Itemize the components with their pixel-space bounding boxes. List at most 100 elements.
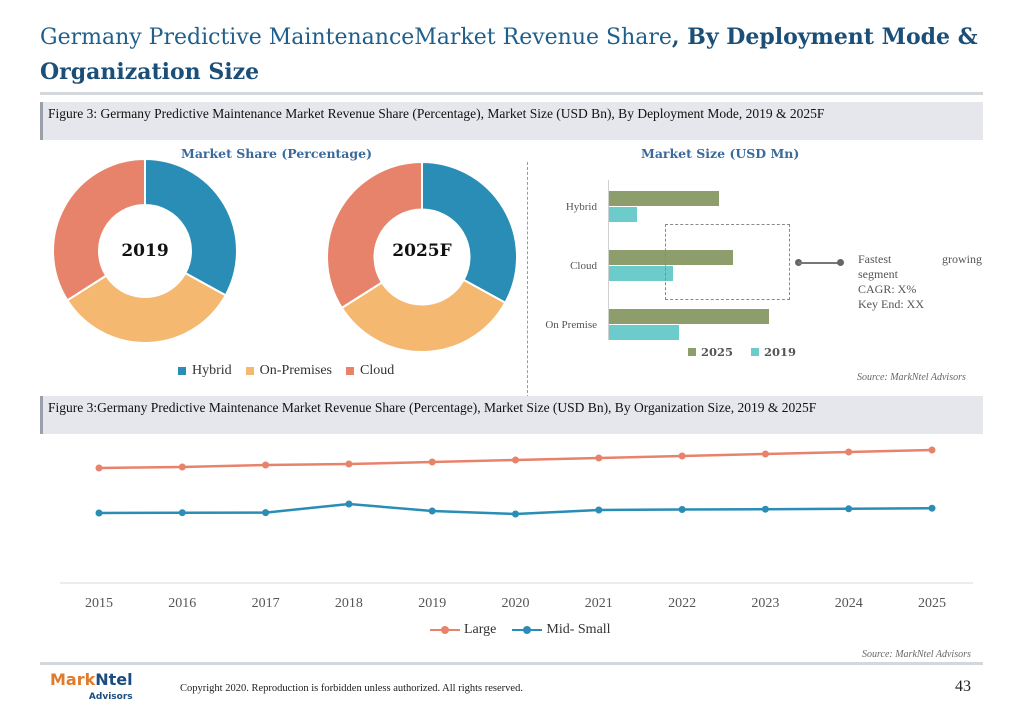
bar-legend: 2025 2019 [688,345,796,359]
line-point-mid-small-2022 [678,506,686,513]
line-legend-mid-small: Mid- Small [512,622,611,638]
donut-2025f-slice-hybrid [421,161,518,305]
line-point-mid-small-2025 [928,504,936,512]
line-point-large-2015 [95,464,103,472]
callout-line3: CAGR: X% [858,282,917,296]
line-point-large-2024 [845,448,853,456]
bar-on-premise-2019 [609,325,679,340]
donut-2025f-slice-cloud [326,161,423,310]
market-size-heading: Market Size (USD Mn) [641,146,800,161]
bar-category-cloud: Cloud [570,260,597,272]
x-tick-label-2018: 2018 [335,596,363,611]
donut-2019-label: 2019 [121,241,169,261]
bar-cloud-2025 [609,250,733,265]
figure2-caption: Figure 3:Germany Predictive Maintenance … [40,396,983,434]
line-point-large-2017 [262,461,270,469]
line-point-mid-small-2019 [428,507,436,515]
line-point-large-2021 [595,454,603,462]
callout-line4: Key End: XX [858,297,924,311]
legend-item-cloud: Cloud [346,363,394,379]
markntel-logo: MarkNtel Advisors [50,670,133,703]
line-point-large-2023 [761,450,769,458]
bar-legend-label-2025: 2025 [701,345,734,359]
footer-divider [40,662,983,665]
bar-legend-swatch-2019 [751,348,760,356]
line-legend-large: Large [430,622,496,638]
line-point-large-2018 [345,460,353,468]
callout-line [798,262,840,264]
legend-label-hybrid: Hybrid [192,363,232,378]
legend-label-cloud: Cloud [360,363,395,378]
bar-hybrid-2025 [609,191,719,206]
line-point-large-2022 [678,452,686,460]
bar-legend-swatch-2025 [688,348,696,356]
page-title: Germany Predictive MaintenanceMarket Rev… [40,20,990,90]
line-legend: Large Mid- Small [430,622,611,638]
figure2-source: Source: MarkNtel Advisors [862,649,971,660]
line-point-mid-small-2023 [761,505,769,513]
page-number: 43 [955,678,971,695]
line-point-large-2016 [178,463,186,471]
legend-swatch-on-premises [245,367,254,375]
line-chart: 2015 2016 2017 2018 2019 2020 2021 2022 2023 2024… [60,446,973,611]
donut-legend: Hybrid On-Premises Cloud [178,363,394,379]
callout-dot-right [837,259,844,266]
bar-hybrid-2019 [609,207,637,222]
x-tick-label-2020: 2020 [502,596,530,611]
callout-line2: segment [858,267,898,281]
bar-category-hybrid: Hybrid [565,201,597,213]
bar-legend-label-2019: 2019 [764,345,797,359]
line-point-large-2025 [928,446,936,454]
bar-category-on-premise: On Premise [545,319,597,331]
section-divider [527,162,528,398]
donut-2019-slice-on-premises [65,271,227,344]
line-point-mid-small-2018 [345,500,353,508]
donut-chart-2019 [52,158,238,344]
x-tick-label-2024: 2024 [835,596,863,611]
line-legend-label-large: Large [464,622,497,637]
x-tick-label-2021: 2021 [585,596,613,611]
copyright-text: Copyright 2020. Reproduction is forbidde… [180,683,523,694]
donut-2019-slice-hybrid [144,158,238,297]
x-tick-label-2015: 2015 [85,596,113,611]
bar-chart-axis [608,180,609,340]
x-tick-label-2023: 2023 [751,596,779,611]
donut-2025f-label: 2025F [392,241,452,261]
line-point-mid-small-2016 [178,509,186,517]
line-point-large-2020 [512,456,519,464]
figure1-source: Source: MarkNtel Advisors [857,372,966,383]
x-tick-label-2019: 2019 [418,596,446,611]
x-tick-label-2025: 2025 [918,596,946,611]
line-point-mid-small-2017 [262,509,270,517]
bar-legend-2025: 2025 [688,345,733,359]
legend-item-on-premises: On-Premises [245,363,332,379]
bar-on-premise-2025 [609,309,769,324]
callout-word1: Fastest [858,252,892,266]
bar-cloud-2019 [609,266,673,281]
line-legend-marker-mid-small [512,625,543,635]
page-title-regular: Germany Predictive MaintenanceMarket Rev… [40,25,672,50]
market-share-heading: Market Share (Percentage) [181,146,373,161]
legend-item-hybrid: Hybrid [178,363,232,379]
highlight-box [665,224,790,300]
legend-label-on-premises: On-Premises [259,363,332,378]
donut-2019-slice-cloud [52,158,146,302]
figure1-caption: Figure 3: Germany Predictive Maintenance… [40,102,983,140]
legend-swatch-cloud [346,367,354,375]
donut-chart-2025f [326,161,518,353]
line-point-mid-small-2024 [845,505,853,513]
callout-text: Fastest growing segment CAGR: X% Key End:… [858,252,982,312]
x-tick-label-2022: 2022 [668,596,696,611]
x-tick-label-2016: 2016 [168,596,196,611]
legend-swatch-hybrid [178,367,186,375]
line-point-mid-small-2015 [95,509,103,517]
line-point-large-2019 [428,458,436,466]
line-legend-marker-large [430,625,460,635]
donut-2025f-slice-on-premises [340,278,507,353]
x-tick-label-2017: 2017 [252,596,280,611]
title-divider [40,92,983,95]
line-point-mid-small-2020 [512,510,519,518]
callout-word2: growing [942,252,982,266]
bar-legend-2019: 2019 [751,345,796,359]
line-legend-label-mid-small: Mid- Small [546,622,611,637]
